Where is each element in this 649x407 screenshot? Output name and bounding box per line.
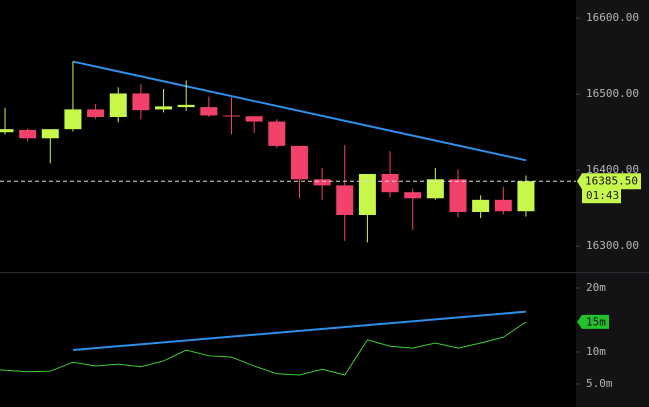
- candle-body: [177, 104, 195, 108]
- candle-body: [0, 129, 14, 133]
- candle-body: [449, 179, 467, 212]
- candle-body: [200, 107, 218, 116]
- y-tick-label: 20m: [586, 281, 606, 294]
- candle-body: [313, 179, 331, 186]
- current-label: 15m: [586, 315, 606, 328]
- y-tick-label: 16400.00: [586, 163, 639, 176]
- candle-body: [155, 106, 173, 110]
- candle-body: [517, 181, 535, 212]
- candle-body: [426, 179, 444, 199]
- candle-body: [472, 199, 490, 212]
- current-tag: [577, 314, 609, 329]
- candle-body: [245, 116, 263, 122]
- candle-body: [336, 185, 354, 216]
- y-tick-label: 16600.00: [586, 11, 639, 24]
- candle-body: [41, 129, 59, 139]
- candle-body: [109, 93, 127, 118]
- price-tag: [577, 173, 641, 190]
- y-tick-label: 16300.00: [586, 239, 639, 252]
- candle-body: [223, 115, 240, 117]
- trend-line: [72, 310, 527, 352]
- y-tick-label: 16500.00: [586, 87, 639, 100]
- countdown-tag: [582, 188, 621, 204]
- candle-body: [132, 93, 150, 111]
- candle-body: [381, 173, 399, 193]
- candle-body: [268, 121, 286, 146]
- price-axis: [576, 0, 649, 407]
- candle-body: [290, 145, 308, 180]
- candle-body: [87, 109, 105, 118]
- y-tick-label: 10m: [586, 345, 606, 358]
- candle-body: [404, 192, 422, 199]
- trend-line: [72, 60, 527, 162]
- price-label: 16385.50: [585, 175, 638, 188]
- candle-body: [358, 173, 376, 216]
- candle-body: [19, 129, 37, 139]
- candle-body: [64, 109, 82, 130]
- countdown: 01:43: [586, 189, 619, 202]
- y-tick-label: 5.0m: [586, 377, 613, 390]
- volume-line: [0, 321, 527, 376]
- candle-body: [494, 199, 512, 212]
